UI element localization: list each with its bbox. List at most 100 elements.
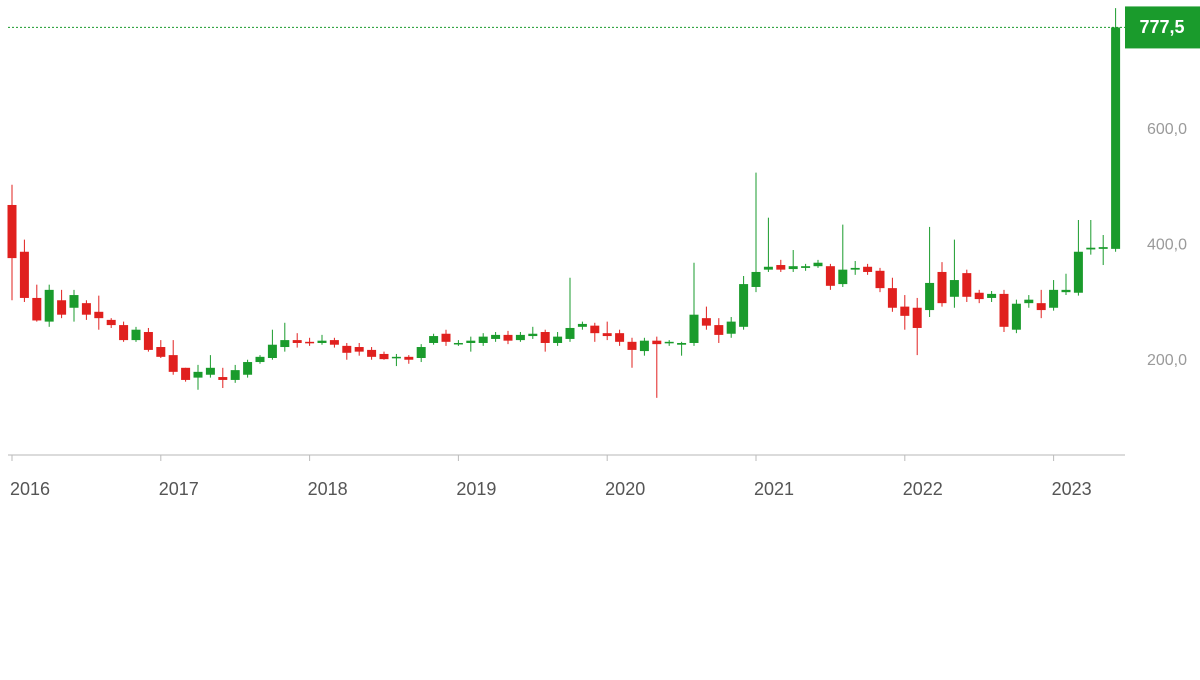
candle-body bbox=[751, 271, 761, 287]
candle-body bbox=[131, 329, 141, 341]
x-tick-label: 2023 bbox=[1052, 479, 1092, 499]
candle-body bbox=[205, 367, 215, 375]
candle-body bbox=[1086, 247, 1096, 250]
candle-body bbox=[181, 367, 191, 380]
candle-body bbox=[416, 347, 426, 358]
candle-body bbox=[69, 295, 79, 308]
candle-body bbox=[689, 314, 699, 343]
candle-body bbox=[119, 325, 129, 341]
candle-body bbox=[1049, 289, 1059, 308]
candle-body bbox=[912, 307, 922, 328]
candle-body bbox=[280, 340, 290, 348]
candle-body bbox=[1061, 289, 1071, 293]
candle-body bbox=[1111, 27, 1121, 249]
candle-body bbox=[565, 327, 575, 339]
candle-body bbox=[1073, 251, 1083, 293]
candle-body bbox=[81, 303, 91, 315]
candle-body bbox=[57, 300, 67, 315]
candle-body bbox=[478, 336, 488, 343]
candle-body bbox=[441, 333, 451, 342]
x-tick-label: 2016 bbox=[10, 479, 50, 499]
candle-body bbox=[305, 341, 315, 344]
y-tick-label: 200,0 bbox=[1147, 352, 1187, 369]
candle-body bbox=[726, 321, 736, 334]
candle-body bbox=[664, 341, 674, 344]
candle-body bbox=[863, 266, 873, 272]
candle-body bbox=[838, 269, 848, 285]
candle-body bbox=[44, 289, 54, 322]
candle-body bbox=[999, 293, 1009, 327]
x-tick-label: 2022 bbox=[903, 479, 943, 499]
candle-body bbox=[7, 204, 17, 259]
candle-body bbox=[937, 271, 947, 304]
candle-body bbox=[292, 340, 302, 343]
candle-body bbox=[825, 266, 835, 286]
candle-body bbox=[639, 340, 649, 352]
candle-body bbox=[404, 356, 414, 360]
candle-body bbox=[379, 353, 389, 360]
candle-body bbox=[267, 344, 277, 358]
x-tick-label: 2019 bbox=[456, 479, 496, 499]
candle-body bbox=[602, 333, 612, 337]
candle-body bbox=[739, 284, 749, 327]
candle-body bbox=[974, 292, 984, 300]
y-tick-label: 600,0 bbox=[1147, 121, 1187, 138]
candle-body bbox=[577, 323, 587, 327]
candle-body bbox=[367, 349, 377, 357]
candle-body bbox=[813, 262, 823, 267]
candle-body bbox=[503, 334, 513, 341]
candle-body bbox=[329, 340, 339, 345]
candle-body bbox=[801, 266, 811, 268]
candle-body bbox=[763, 266, 773, 270]
candle-body bbox=[776, 265, 786, 270]
candle-body bbox=[887, 288, 897, 308]
last-price-box bbox=[1125, 6, 1200, 49]
candle-body bbox=[949, 280, 959, 297]
candle-body bbox=[850, 267, 860, 270]
candle-body bbox=[900, 306, 910, 316]
candle-body bbox=[627, 341, 637, 350]
candle-body bbox=[540, 332, 550, 343]
candle-body bbox=[106, 319, 116, 326]
candle-body bbox=[553, 336, 563, 343]
candle-body bbox=[466, 340, 476, 343]
candle-body bbox=[94, 311, 104, 319]
candle-body bbox=[652, 340, 662, 345]
candle-body bbox=[156, 347, 166, 357]
candle-body bbox=[317, 340, 327, 343]
candle-body bbox=[701, 318, 711, 326]
candle-body bbox=[528, 333, 538, 337]
candle-body bbox=[453, 342, 463, 345]
candle-body bbox=[875, 270, 885, 289]
candle-body bbox=[391, 356, 401, 359]
candle-body bbox=[925, 282, 935, 311]
candle-body bbox=[32, 297, 42, 321]
candle-body bbox=[143, 332, 153, 350]
candle-body bbox=[1098, 247, 1108, 249]
candle-body bbox=[243, 362, 253, 375]
x-tick-label: 2021 bbox=[754, 479, 794, 499]
x-tick-label: 2017 bbox=[159, 479, 199, 499]
x-tick-label: 2020 bbox=[605, 479, 645, 499]
candle-body bbox=[987, 293, 997, 298]
last-price-label: 777,5 bbox=[1139, 17, 1184, 37]
candle-body bbox=[1024, 299, 1034, 304]
candle-body bbox=[168, 355, 178, 372]
candle-body bbox=[342, 345, 352, 353]
candle-body bbox=[788, 266, 798, 270]
candle-body bbox=[677, 342, 687, 345]
candle-body bbox=[429, 336, 439, 343]
candle-body bbox=[1011, 303, 1021, 330]
candle-body bbox=[354, 347, 364, 352]
x-tick-label: 2018 bbox=[308, 479, 348, 499]
candle-body bbox=[193, 371, 203, 378]
candle-body bbox=[590, 325, 600, 334]
candle-body bbox=[1036, 303, 1046, 311]
candle-body bbox=[218, 377, 228, 380]
candle-body bbox=[615, 333, 625, 342]
candle-body bbox=[19, 251, 29, 298]
candle-body bbox=[714, 325, 724, 335]
candle-body bbox=[515, 334, 525, 341]
